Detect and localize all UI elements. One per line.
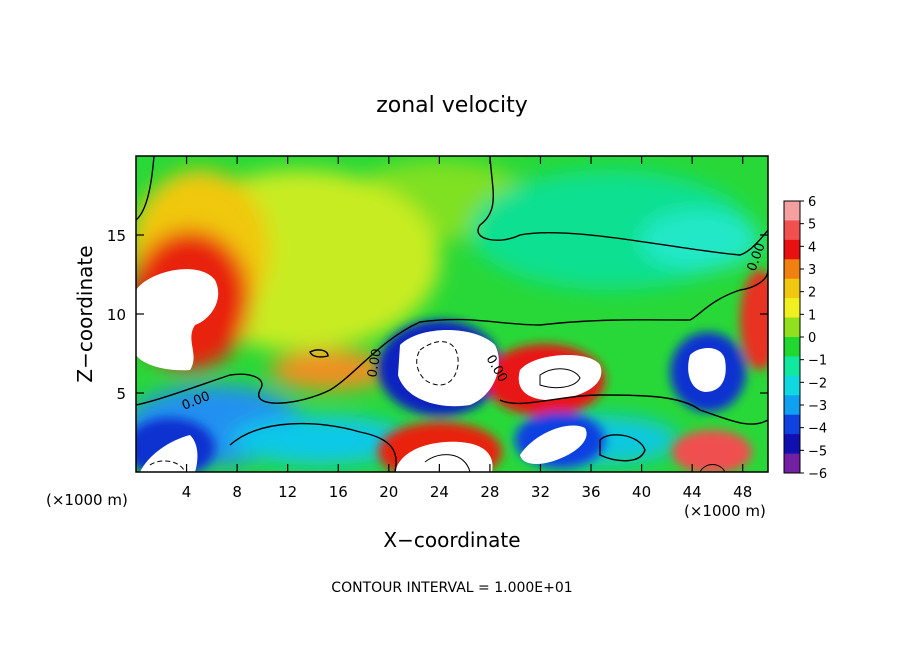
- colorbar-label: 4: [808, 240, 816, 255]
- x-units-left: (×1000 m): [46, 491, 128, 509]
- x-tick-label: 4: [182, 483, 192, 501]
- colorbar-swatch: [784, 453, 800, 474]
- y-tick-label: 5: [116, 385, 126, 403]
- colorbar: 6 5 4 3 2 1 0 −1 −2 −3 −4 −5 −6: [783, 195, 827, 482]
- colorbar-swatch: [784, 414, 800, 435]
- colorbar-swatch: [784, 317, 800, 338]
- x-tick-label: 44: [683, 483, 702, 501]
- colorbar-label: −2: [808, 376, 827, 391]
- colorbar-swatch: [784, 375, 800, 396]
- x-tick-label: 8: [232, 483, 242, 501]
- colorbar-swatch: [784, 201, 800, 221]
- x-tick-label: 36: [581, 483, 600, 501]
- x-axis: 4 8 12 16 20 24 28 32 36 40 44 48: [182, 156, 752, 501]
- x-units-right: (×1000 m): [684, 502, 766, 520]
- x-tick-label: 48: [733, 483, 752, 501]
- x-tick-label: 28: [480, 483, 499, 501]
- x-tick-label: 40: [632, 483, 651, 501]
- colorbar-label: −5: [808, 444, 827, 459]
- colorbar-label: 5: [808, 218, 816, 233]
- colorbar-swatch: [784, 356, 800, 377]
- contour-label: 0.00: [365, 348, 385, 379]
- y-axis: 5 10 15: [107, 227, 768, 403]
- colorbar-label: −3: [808, 399, 827, 414]
- colorbar-label: −6: [808, 467, 827, 482]
- y-axis-label: Z−coordinate: [73, 245, 97, 382]
- x-tick-label: 24: [430, 483, 449, 501]
- colorbar-label: 6: [808, 195, 816, 210]
- colorbar-label: 3: [808, 263, 816, 278]
- colorbar-swatch: [784, 337, 800, 357]
- y-tick-label: 15: [107, 227, 126, 245]
- colorbar-label: −4: [808, 422, 827, 437]
- colorbar-swatch: [784, 220, 800, 241]
- colorbar-label: −1: [808, 354, 827, 369]
- colorbar-label: 0: [808, 331, 816, 346]
- x-axis-label: X−coordinate: [383, 528, 520, 552]
- colorbar-swatch: [784, 278, 800, 299]
- x-tick-label: 32: [531, 483, 550, 501]
- contour-interval-footer: CONTOUR INTERVAL = 1.000E+01: [331, 580, 572, 596]
- colorbar-swatch: [784, 395, 800, 416]
- colorbar-swatch: [784, 259, 800, 280]
- x-tick-label: 12: [278, 483, 297, 501]
- heatmap-field: [136, 156, 768, 472]
- colorbar-swatch: [784, 239, 800, 260]
- colorbar-label: 2: [808, 286, 816, 301]
- colorbar-swatch: [784, 434, 800, 455]
- colorbar-swatch: [784, 298, 800, 319]
- x-tick-label: 16: [329, 483, 348, 501]
- x-tick-label: 20: [379, 483, 398, 501]
- colorbar-label: 1: [808, 308, 816, 323]
- chart-title: zonal velocity: [376, 93, 528, 118]
- y-tick-label: 10: [107, 306, 126, 324]
